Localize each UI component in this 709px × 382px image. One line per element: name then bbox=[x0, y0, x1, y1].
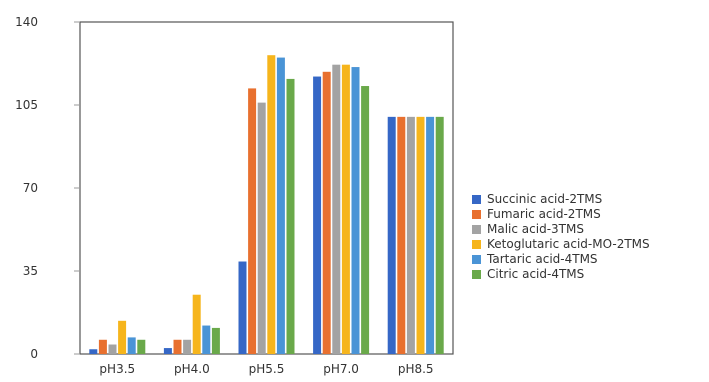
tick-labels: 0 35 70 105 140 pH3.5 pH4.0 pH5.5 pH7.0 pH8.5 bbox=[15, 15, 433, 376]
y-tick-label: 105 bbox=[15, 98, 38, 112]
bar-pH3.5-ketoglutaric-acid-mo-2tms bbox=[118, 320, 127, 354]
legend-item: Citric acid-4TMS bbox=[472, 267, 650, 282]
legend-item: Succinic acid-2TMS bbox=[472, 192, 650, 207]
bar-pH7.0-citric-acid-4tms bbox=[361, 86, 370, 355]
bar-pH7.0-tartaric-acid-4tms bbox=[351, 67, 360, 355]
bar-pH7.0-ketoglutaric-acid-mo-2tms bbox=[341, 64, 350, 354]
legend-label: Ketoglutaric acid-MO-2TMS bbox=[487, 237, 650, 251]
legend-label: Tartaric acid-4TMS bbox=[487, 252, 598, 266]
bar-pH8.5-fumaric-acid-2tms bbox=[397, 116, 406, 354]
bar-pH4.0-ketoglutaric-acid-mo-2tms bbox=[192, 294, 201, 354]
bar-pH5.5-ketoglutaric-acid-mo-2tms bbox=[267, 55, 276, 354]
bar-pH3.5-succinic-acid-2tms bbox=[89, 349, 98, 354]
bar-pH4.0-tartaric-acid-4tms bbox=[202, 325, 211, 354]
bar-pH8.5-succinic-acid-2tms bbox=[387, 116, 396, 354]
x-tick-label: pH5.5 bbox=[249, 362, 285, 376]
bar-pH5.5-fumaric-acid-2tms bbox=[248, 88, 257, 355]
legend-swatch bbox=[472, 240, 481, 249]
bar-pH7.0-malic-acid-3tms bbox=[332, 64, 341, 354]
bar-pH5.5-malic-acid-3tms bbox=[257, 102, 266, 354]
bar-pH5.5-tartaric-acid-4tms bbox=[276, 57, 285, 354]
bar-pH4.0-succinic-acid-2tms bbox=[163, 348, 172, 354]
y-tick-label: 140 bbox=[15, 15, 38, 29]
y-tick-label: 0 bbox=[30, 347, 38, 361]
bar-pH8.5-ketoglutaric-acid-mo-2tms bbox=[416, 116, 425, 354]
plot-area-border bbox=[79, 21, 454, 355]
bar-pH4.0-fumaric-acid-2tms bbox=[173, 339, 182, 354]
y-tick-label: 70 bbox=[23, 181, 38, 195]
legend-swatch bbox=[472, 255, 481, 264]
bar-pH3.5-fumaric-acid-2tms bbox=[98, 339, 107, 354]
x-tick-label: pH4.0 bbox=[174, 362, 210, 376]
legend-item: Fumaric acid-2TMS bbox=[472, 207, 650, 222]
legend-item: Malic acid-3TMS bbox=[472, 222, 650, 237]
x-tick-label: pH3.5 bbox=[99, 362, 135, 376]
legend-swatch bbox=[472, 195, 481, 204]
legend-label: Citric acid-4TMS bbox=[487, 267, 585, 281]
bar-pH3.5-malic-acid-3tms bbox=[108, 344, 117, 354]
bar-pH8.5-malic-acid-3tms bbox=[406, 116, 415, 354]
legend-item: Tartaric acid-4TMS bbox=[472, 252, 650, 267]
bars bbox=[89, 55, 444, 355]
bar-pH4.0-malic-acid-3tms bbox=[183, 339, 192, 354]
bar-pH7.0-fumaric-acid-2tms bbox=[322, 71, 331, 355]
bar-pH3.5-tartaric-acid-4tms bbox=[127, 337, 136, 354]
legend-swatch bbox=[472, 210, 481, 219]
x-tick-label: pH7.0 bbox=[323, 362, 359, 376]
x-tick-label: pH8.5 bbox=[398, 362, 434, 376]
axes bbox=[74, 21, 454, 355]
legend-item: Ketoglutaric acid-MO-2TMS bbox=[472, 237, 650, 252]
legend-label: Fumaric acid-2TMS bbox=[487, 207, 601, 221]
bar-pH4.0-citric-acid-4tms bbox=[211, 327, 220, 354]
y-tick-label: 35 bbox=[23, 264, 38, 278]
bar-pH7.0-succinic-acid-2tms bbox=[313, 76, 322, 355]
legend-swatch bbox=[472, 270, 481, 279]
legend-label: Succinic acid-2TMS bbox=[487, 192, 603, 206]
legend: Succinic acid-2TMS Fumaric acid-2TMS Malic… bbox=[472, 192, 650, 282]
legend-label: Malic acid-3TMS bbox=[487, 222, 584, 236]
bar-pH3.5-citric-acid-4tms bbox=[137, 339, 146, 354]
legend-swatch bbox=[472, 225, 481, 234]
bar-pH5.5-succinic-acid-2tms bbox=[238, 261, 247, 354]
bar-pH8.5-tartaric-acid-4tms bbox=[426, 116, 435, 354]
bar-pH5.5-citric-acid-4tms bbox=[286, 78, 295, 355]
bar-pH8.5-citric-acid-4tms bbox=[435, 116, 444, 354]
